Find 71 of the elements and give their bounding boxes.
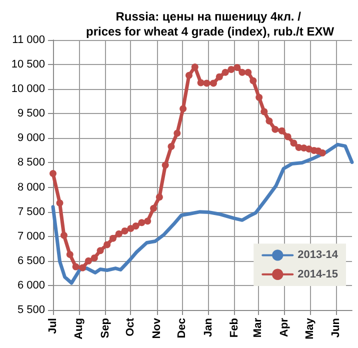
- legend-label: 2013-14: [298, 249, 339, 262]
- y-tick-label: 9 500: [17, 108, 45, 120]
- x-tick-label: Jun: [330, 318, 342, 338]
- y-tick-label: 10 000: [11, 83, 45, 96]
- point: [156, 194, 163, 201]
- point: [104, 241, 111, 248]
- point: [278, 127, 286, 134]
- point: [260, 108, 268, 116]
- x-tick-label: Aug: [73, 318, 86, 340]
- point: [109, 234, 116, 242]
- point: [210, 80, 217, 87]
- point: [90, 254, 98, 262]
- point: [150, 204, 158, 212]
- line-series: [51, 142, 354, 285]
- point: [256, 94, 263, 101]
- point: [144, 218, 152, 225]
- point: [284, 133, 292, 140]
- point: [96, 247, 104, 254]
- point: [203, 80, 210, 87]
- x-tick-label: Nov: [150, 317, 163, 339]
- x-tick-label: Oct: [124, 318, 137, 336]
- point: [72, 263, 80, 270]
- y-tick-label: 7 000: [17, 230, 45, 242]
- point: [216, 73, 223, 80]
- legend-label: 2014-15: [298, 268, 338, 280]
- point: [272, 126, 279, 133]
- point: [66, 251, 74, 258]
- y-tick-label: 9 000: [17, 132, 45, 144]
- point: [50, 170, 56, 178]
- point: [174, 130, 181, 137]
- point: [266, 118, 273, 124]
- y-tick-label: 10 500: [11, 58, 45, 71]
- point: [132, 222, 140, 230]
- y-tick-label: 6 000: [17, 279, 45, 292]
- point: [168, 143, 175, 150]
- x-tick-label: Sep: [99, 318, 112, 338]
- point: [180, 105, 187, 112]
- x-tick-label: Apr: [278, 317, 290, 337]
- x-tick-label: Jan: [202, 318, 214, 337]
- point: [234, 64, 241, 71]
- y-tick-label: 6 500: [17, 254, 45, 267]
- point: [79, 264, 86, 272]
- x-tick-label: Feb: [228, 318, 241, 338]
- x-tick-label: Dec: [176, 318, 188, 338]
- x-tick-label: Mar: [252, 317, 264, 338]
- point: [162, 162, 169, 169]
- y-tick-label: 7 500: [17, 206, 45, 218]
- chart-title: Russia: цены на пшеницу 4кл. / prices for wheat 4 grade (index), rub./t EXW: [86, 10, 335, 38]
- point: [250, 77, 257, 84]
- y-tick-label: 11 000: [12, 34, 45, 46]
- point: [244, 68, 252, 76]
- point: [84, 257, 92, 264]
- y-tick-label: 8 000: [17, 181, 45, 194]
- point: [138, 219, 146, 226]
- x-tick-label: Jul: [47, 318, 59, 334]
- x-tick-label: May: [304, 317, 316, 340]
- point: [127, 225, 134, 232]
- point: [238, 68, 246, 76]
- point: [121, 227, 128, 234]
- y-tick-label: 5 500: [17, 304, 45, 316]
- point: [222, 68, 229, 76]
- point: [318, 149, 326, 156]
- point: [290, 140, 298, 147]
- point: [197, 79, 204, 86]
- point: [115, 230, 122, 238]
- point: [56, 199, 64, 206]
- point: [228, 66, 235, 73]
- y-tick-label: 8 500: [17, 156, 45, 169]
- point: [60, 232, 68, 239]
- point: [191, 64, 198, 70]
- point: [185, 72, 192, 79]
